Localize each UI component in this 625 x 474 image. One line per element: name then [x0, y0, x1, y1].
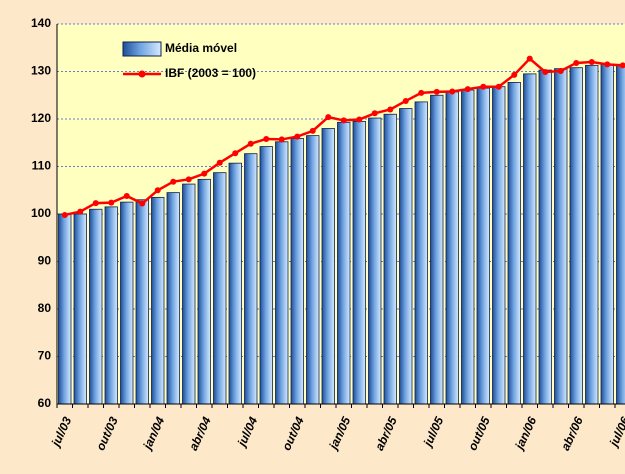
bar: [104, 206, 118, 405]
line-marker: [123, 192, 130, 199]
line-marker: [588, 59, 595, 65]
bar: [182, 183, 196, 405]
line-marker: [185, 176, 192, 183]
bar: [414, 101, 428, 405]
bar: [89, 208, 103, 405]
bar: [445, 91, 459, 405]
line-marker: [573, 59, 580, 66]
line-marker: [309, 127, 316, 134]
line-marker: [201, 170, 208, 177]
line-marker: [449, 88, 456, 95]
line-marker: [340, 117, 347, 124]
line-marker: [495, 83, 502, 90]
y-tick-label: 110: [32, 159, 52, 173]
legend-label: IBF (2003 = 100): [165, 66, 256, 80]
bar: [538, 69, 552, 405]
bar: [368, 117, 382, 405]
legend-label: Média móvel: [165, 41, 237, 55]
line-marker: [387, 106, 394, 113]
line-marker: [402, 97, 409, 104]
bar: [399, 108, 413, 405]
line-marker: [139, 200, 146, 207]
y-tick-label: 60: [38, 396, 52, 410]
bar: [321, 128, 335, 405]
line-marker: [604, 61, 611, 68]
y-tick-label: 130: [31, 64, 51, 78]
line-marker: [619, 62, 625, 69]
y-tick-label: 70: [38, 349, 52, 363]
line-marker: [294, 133, 301, 140]
line-marker: [542, 68, 549, 75]
bar: [569, 67, 583, 405]
line-marker: [325, 114, 332, 121]
bar: [151, 196, 165, 405]
line-marker: [526, 55, 533, 62]
bar: [306, 135, 320, 405]
bar: [476, 87, 490, 405]
bar: [461, 89, 475, 405]
bar: [228, 162, 242, 405]
bar: [430, 94, 444, 405]
line-marker: [232, 150, 239, 157]
bar: [585, 64, 599, 405]
line-marker: [480, 83, 487, 90]
line-marker: [247, 140, 254, 147]
line-marker: [511, 71, 518, 78]
bar: [166, 192, 180, 405]
bar: [73, 213, 87, 405]
line-marker: [216, 159, 223, 166]
line-marker: [263, 135, 270, 142]
bar: [352, 120, 366, 405]
line-marker: [278, 136, 285, 143]
bar: [337, 121, 351, 405]
legend-marker: [138, 70, 146, 78]
bar: [616, 64, 625, 405]
bar: [290, 138, 304, 405]
bar: [135, 199, 149, 405]
line-marker: [108, 199, 115, 206]
y-tick-label: 100: [31, 206, 51, 220]
line-marker: [154, 187, 161, 194]
bar: [507, 82, 521, 405]
bar: [383, 113, 397, 405]
line-marker: [170, 178, 177, 185]
y-tick-label: 120: [31, 111, 51, 125]
y-tick-label: 140: [31, 16, 51, 30]
bar: [523, 73, 537, 405]
y-tick-label: 80: [38, 301, 52, 315]
line-marker: [433, 88, 440, 95]
bar: [197, 178, 211, 405]
bar: [120, 201, 134, 405]
bar: [244, 153, 258, 405]
bar: [259, 146, 273, 405]
bar: [600, 63, 614, 405]
line-marker: [77, 208, 84, 215]
line-marker: [557, 68, 564, 75]
bar: [58, 213, 72, 405]
line-marker: [61, 211, 68, 218]
line-marker: [356, 116, 363, 123]
line-marker: [92, 200, 99, 207]
y-tick-label: 90: [38, 254, 52, 268]
bar: [275, 141, 289, 405]
bar: [492, 86, 506, 405]
line-marker: [371, 110, 378, 117]
bar: [554, 68, 568, 405]
legend-swatch: [122, 41, 162, 57]
line-marker: [464, 86, 471, 93]
line-marker: [418, 89, 425, 96]
bar: [213, 172, 227, 405]
